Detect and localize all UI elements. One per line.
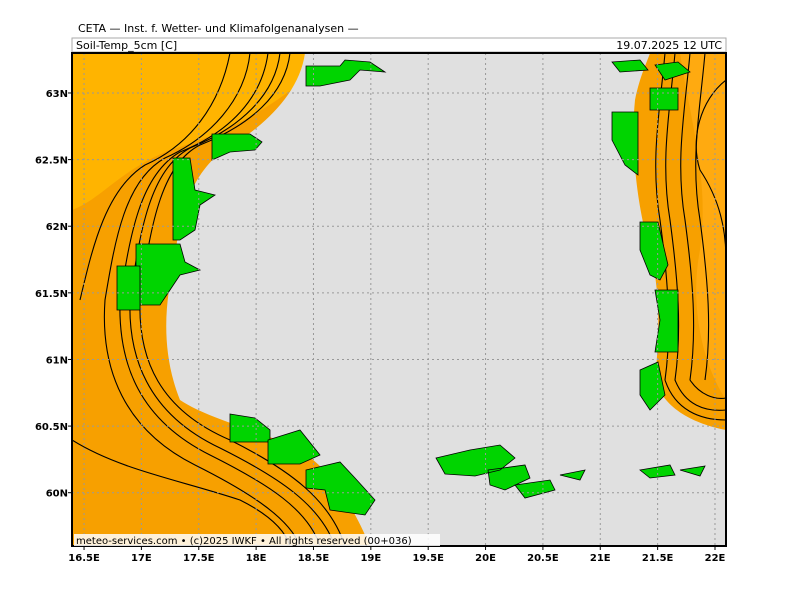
valid-time: 19.07.2025 12 UTC: [616, 39, 722, 52]
x-tick-label: 17.5E: [183, 553, 215, 564]
x-tick-label: 16.5E: [68, 553, 100, 564]
x-tick-label: 20.5E: [527, 553, 559, 564]
y-tick-label: 61.5N: [35, 289, 68, 300]
graticule: [68, 53, 726, 550]
x-tick-label: 18.5E: [298, 553, 330, 564]
footer-credit: meteo-services.com • (c)2025 IWKF • All …: [76, 536, 412, 547]
x-tick-label: 22E: [705, 553, 726, 564]
x-tick-label: 21.5E: [642, 553, 674, 564]
x-tick-label: 18E: [246, 553, 267, 564]
y-tick-label: 63N: [46, 89, 68, 100]
y-tick-label: 60N: [46, 489, 68, 500]
y-tick-label: 60.5N: [35, 422, 68, 433]
y-tick-label: 61N: [46, 355, 68, 366]
header-title: CETA — Inst. f. Wetter- und Klimafolgena…: [78, 22, 359, 35]
x-tick-label: 21E: [590, 553, 611, 564]
field-name: Soil-Temp_5cm [C]: [76, 39, 177, 52]
x-tick-label: 20E: [475, 553, 496, 564]
x-tick-label: 19.5E: [412, 553, 444, 564]
x-tick-label: 17E: [131, 553, 152, 564]
footer-box: [74, 534, 440, 546]
map-area: [72, 53, 726, 546]
y-tick-label: 62N: [46, 222, 68, 233]
y-tick-label: 62.5N: [35, 156, 68, 167]
x-tick-label: 19E: [360, 553, 381, 564]
coast-land: [116, 59, 706, 516]
